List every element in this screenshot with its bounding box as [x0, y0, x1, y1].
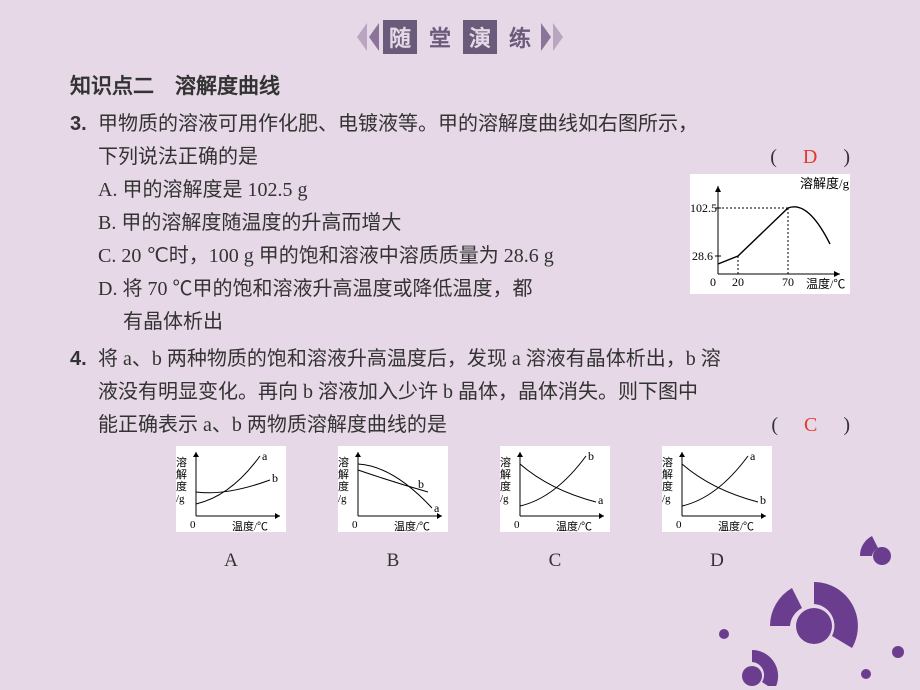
- svg-text:a: a: [598, 493, 604, 507]
- q4-label-C: C: [500, 545, 610, 576]
- banner-char-2: 堂: [423, 20, 457, 54]
- svg-text:温度/℃: 温度/℃: [556, 519, 592, 532]
- svg-text:解: 解: [500, 467, 511, 481]
- svg-text:温度/℃: 温度/℃: [806, 276, 845, 291]
- banner-char-1: 随: [383, 20, 417, 54]
- svg-text:0: 0: [190, 519, 196, 531]
- svg-text:度: 度: [338, 479, 349, 493]
- svg-text:/g: /g: [500, 493, 509, 505]
- svg-text:0: 0: [514, 519, 520, 531]
- svg-text:温度/℃: 温度/℃: [232, 519, 268, 532]
- svg-text:a: a: [434, 501, 440, 515]
- chevron-left-outer: [357, 23, 367, 51]
- svg-text:/g: /g: [176, 493, 185, 505]
- q4-number: 4.: [70, 343, 98, 576]
- chevron-left-inner: [369, 23, 379, 51]
- chevron-right-inner: [541, 23, 551, 51]
- q3-chart: 溶解度/g 102.5 28.6 0 20 70 温度/℃: [690, 174, 850, 305]
- svg-text:0: 0: [352, 519, 358, 531]
- svg-text:102.5: 102.5: [690, 201, 717, 215]
- q4-charts: 溶 解 度 /g 0 温度/℃ a b A: [98, 446, 850, 576]
- q4-stem-3: ( C ) 能正确表示 a、b 两物质溶解度曲线的是: [98, 409, 850, 442]
- chevron-right-outer: [553, 23, 563, 51]
- svg-text:a: a: [262, 449, 268, 463]
- banner-char-4: 练: [503, 20, 537, 54]
- svg-text:溶: 溶: [662, 455, 673, 469]
- q4-chart-D: 溶 解 度 /g 0 温度/℃ a b: [662, 446, 772, 532]
- q4-chart-A: 溶 解 度 /g 0 温度/℃ a b: [176, 446, 286, 532]
- svg-text:20: 20: [732, 275, 744, 289]
- q3-answer: D: [797, 146, 823, 168]
- svg-text:a: a: [750, 449, 756, 463]
- q4-stem-2: 液没有明显变化。再向 b 溶液加入少许 b 晶体，晶体消失。则下图中: [98, 376, 850, 409]
- svg-text:解: 解: [662, 467, 673, 481]
- svg-text:28.6: 28.6: [692, 249, 713, 263]
- q3-optD2: 有晶体析出: [98, 306, 850, 339]
- q3-stem-1: 甲物质的溶液可用作化肥、电镀液等。甲的溶解度曲线如右图所示，: [98, 108, 850, 141]
- svg-text:温度/℃: 温度/℃: [718, 519, 754, 532]
- svg-text:b: b: [418, 477, 424, 491]
- svg-text:溶: 溶: [176, 455, 187, 469]
- svg-text:解: 解: [338, 467, 349, 481]
- svg-text:b: b: [760, 493, 766, 507]
- section-title: 知识点二 溶解度曲线: [70, 70, 850, 100]
- q3-number: 3.: [70, 108, 98, 339]
- svg-text:溶: 溶: [500, 455, 511, 469]
- svg-text:0: 0: [676, 519, 682, 531]
- q4-chart-C: 溶 解 度 /g 0 温度/℃ b a: [500, 446, 610, 532]
- q3-stem-2: ( D ) 下列说法正确的是: [98, 141, 850, 174]
- q4-label-B: B: [338, 545, 448, 576]
- q4-answer: C: [798, 414, 823, 436]
- svg-text:0: 0: [710, 275, 716, 289]
- banner: 随 堂 演 练: [70, 20, 850, 56]
- svg-text:b: b: [588, 449, 594, 463]
- banner-char-3: 演: [463, 20, 497, 54]
- q4-stem-1: 将 a、b 两种物质的饱和溶液升高温度后，发现 a 溶液有晶体析出，b 溶: [98, 343, 850, 376]
- svg-text:/g: /g: [662, 493, 671, 505]
- question-3: 3. 甲物质的溶液可用作化肥、电镀液等。甲的溶解度曲线如右图所示， ( D ) …: [70, 108, 850, 339]
- svg-text:度: 度: [176, 479, 187, 493]
- svg-text:b: b: [272, 471, 278, 485]
- svg-text:温度/℃: 温度/℃: [394, 519, 430, 532]
- svg-text:度: 度: [662, 479, 673, 493]
- q4-label-D: D: [662, 545, 772, 576]
- svg-text:解: 解: [176, 467, 187, 481]
- q4-label-A: A: [176, 545, 286, 576]
- svg-text:度: 度: [500, 479, 511, 493]
- svg-text:70: 70: [782, 275, 794, 289]
- q4-chart-B: 溶 解 度 /g 0 温度/℃ a b: [338, 446, 448, 532]
- question-4: 4. 将 a、b 两种物质的饱和溶液升高温度后，发现 a 溶液有晶体析出，b 溶…: [70, 343, 850, 576]
- svg-text:/g: /g: [338, 493, 347, 505]
- svg-text:溶解度/g: 溶解度/g: [800, 176, 850, 191]
- svg-text:溶: 溶: [338, 455, 349, 469]
